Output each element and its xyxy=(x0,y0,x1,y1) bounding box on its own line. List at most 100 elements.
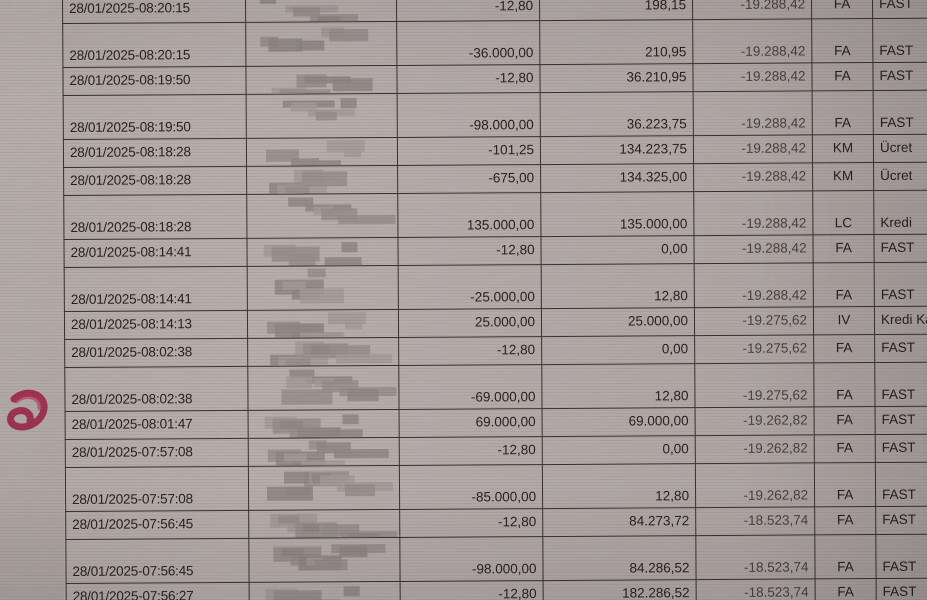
cell-type: FAST xyxy=(872,0,927,19)
cell-amount: -25.000,00 xyxy=(398,264,542,310)
cell-code: FA xyxy=(813,262,875,307)
redacted-mask xyxy=(254,366,397,406)
cell-balance: 134.325,00 xyxy=(540,163,694,193)
cell-redacted xyxy=(246,165,398,195)
cell-datetime: 28/01/2025-07:56:27 xyxy=(66,582,250,600)
cell-balance: 84.273,72 xyxy=(542,507,696,537)
cell-type: FAST xyxy=(875,433,927,463)
cell-redacted xyxy=(246,237,399,267)
cell-running-balance: -18.523,74 xyxy=(695,534,816,580)
redacted-mask xyxy=(254,266,392,306)
cell-datetime: 28/01/2025-08:02:38 xyxy=(64,338,248,368)
cell-amount: -69.000,00 xyxy=(398,364,543,410)
cell-balance: 36.223,75 xyxy=(540,91,694,137)
redacted-mask xyxy=(254,310,392,339)
cell-redacted xyxy=(247,365,400,411)
cell-running-balance: -18.523,74 xyxy=(696,578,816,600)
cell-balance: 198,15 xyxy=(539,0,693,21)
cell-amount: -12,80 xyxy=(398,336,542,366)
cell-balance: 36.210,95 xyxy=(539,63,694,93)
cell-code: FA xyxy=(813,334,875,363)
cell-running-balance: -19.288,42 xyxy=(693,190,813,236)
cell-running-balance: -19.262,82 xyxy=(695,462,815,508)
cell-balance: 69.000,00 xyxy=(542,407,696,437)
cell-type: FAST xyxy=(875,505,927,535)
redacted-mask xyxy=(254,338,393,367)
cell-amount: 135.000,00 xyxy=(397,192,541,238)
cell-datetime: 28/01/2025-08:20:15 xyxy=(62,22,246,68)
cell-amount: -36.000,00 xyxy=(396,20,540,66)
statement-paper: 28/01/2025-08:20:15 -12,80 198,15 -19.288,4… xyxy=(62,0,927,600)
cell-code: FA xyxy=(811,0,873,19)
cell-redacted xyxy=(247,337,399,367)
table-row[interactable]: 28/01/2025-08:14:41 -25.000,00 12,80 -19.28… xyxy=(64,261,927,312)
redacted-mask xyxy=(253,138,391,167)
cell-running-balance: -19.275,62 xyxy=(694,334,814,364)
cell-type: FAST xyxy=(876,577,927,600)
cell-amount: -12,80 xyxy=(399,436,543,466)
cell-code: FA xyxy=(811,62,874,91)
cell-balance: 182.286,52 xyxy=(543,579,697,600)
cell-datetime: 28/01/2025-08:01:47 xyxy=(65,410,249,440)
cell-balance: 12,80 xyxy=(542,463,696,509)
cell-type: FAST xyxy=(874,261,927,307)
table-row[interactable]: 28/01/2025-08:02:38 -69.000,00 12,80 -19.27… xyxy=(64,361,927,412)
cell-code: KM xyxy=(812,134,874,163)
table-row[interactable]: 28/01/2025-07:56:45 -98.000,00 84.286,52 -1… xyxy=(65,533,927,584)
cell-redacted xyxy=(247,309,399,339)
cell-code: FA xyxy=(814,506,876,535)
cell-redacted xyxy=(248,509,400,539)
cell-amount: -12,80 xyxy=(396,64,541,94)
table-row[interactable]: 28/01/2025-07:57:08 -85.000,00 12,80 -19.26… xyxy=(65,461,927,512)
cell-balance: 134.223,75 xyxy=(540,135,694,165)
transaction-table: 28/01/2025-08:20:15 -12,80 198,15 -19.288,4… xyxy=(62,0,927,600)
cell-code: FA xyxy=(814,462,876,507)
cell-running-balance: -19.288,42 xyxy=(694,262,814,308)
cell-redacted xyxy=(245,21,397,67)
table-row[interactable]: 28/01/2025-08:18:28 135.000,00 135.000,00-… xyxy=(63,189,927,240)
transaction-table-body: 28/01/2025-08:20:15 -12,80 198,15 -19.288,4… xyxy=(62,0,927,600)
cell-running-balance: -19.262,82 xyxy=(695,434,815,464)
cell-redacted xyxy=(248,437,400,467)
redacted-mask xyxy=(253,194,396,234)
cell-datetime: 28/01/2025-08:19:50 xyxy=(62,66,247,96)
cell-balance: 12,80 xyxy=(541,263,695,309)
cell-amount: 69.000,00 xyxy=(399,408,543,438)
cell-datetime: 28/01/2025-08:18:28 xyxy=(63,138,247,168)
cell-balance: 135.000,00 xyxy=(540,191,694,237)
cell-amount: -85.000,00 xyxy=(399,464,543,510)
cell-redacted xyxy=(246,193,398,239)
cell-running-balance: -18.523,74 xyxy=(695,506,815,536)
cell-balance: 25.000,00 xyxy=(541,307,695,337)
cell-amount: -12,80 xyxy=(399,508,543,538)
cell-type: Ücret xyxy=(873,133,927,163)
cell-redacted xyxy=(246,137,398,167)
cell-code: FA xyxy=(814,434,876,463)
cell-amount: -675,00 xyxy=(397,164,541,194)
table-row[interactable]: 28/01/2025-08:19:50 -98.000,00 36.223,75 -1… xyxy=(63,89,927,140)
cell-type: FAST xyxy=(872,17,927,63)
cell-running-balance: -19.288,42 xyxy=(693,90,813,136)
redacted-mask xyxy=(252,0,390,23)
cell-datetime: 28/01/2025-08:14:13 xyxy=(64,310,248,340)
redacted-mask xyxy=(252,66,390,95)
cell-balance: 0,00 xyxy=(541,335,695,365)
redacted-mask xyxy=(255,410,393,439)
cell-running-balance: -19.288,42 xyxy=(692,18,812,64)
cell-type: FAST xyxy=(872,61,927,91)
cell-running-balance: -19.288,42 xyxy=(693,234,814,264)
cell-type: FAST xyxy=(874,333,927,363)
cell-datetime: 28/01/2025-08:14:41 xyxy=(64,266,248,312)
redacted-mask xyxy=(255,466,394,506)
cell-amount: -101,25 xyxy=(397,136,541,166)
redacted-mask xyxy=(253,94,391,134)
table-row[interactable]: 28/01/2025-08:20:15 -36.000,00 210,95 -19.2… xyxy=(62,17,927,68)
cell-amount: -12,80 xyxy=(396,0,540,22)
cell-datetime: 28/01/2025-08:14:41 xyxy=(63,238,248,268)
cell-running-balance: -19.288,42 xyxy=(692,0,812,20)
redacted-mask xyxy=(253,238,391,267)
cell-code: IV xyxy=(813,306,875,335)
cell-type: FAST xyxy=(875,461,927,507)
cell-running-balance: -19.288,42 xyxy=(693,134,813,164)
